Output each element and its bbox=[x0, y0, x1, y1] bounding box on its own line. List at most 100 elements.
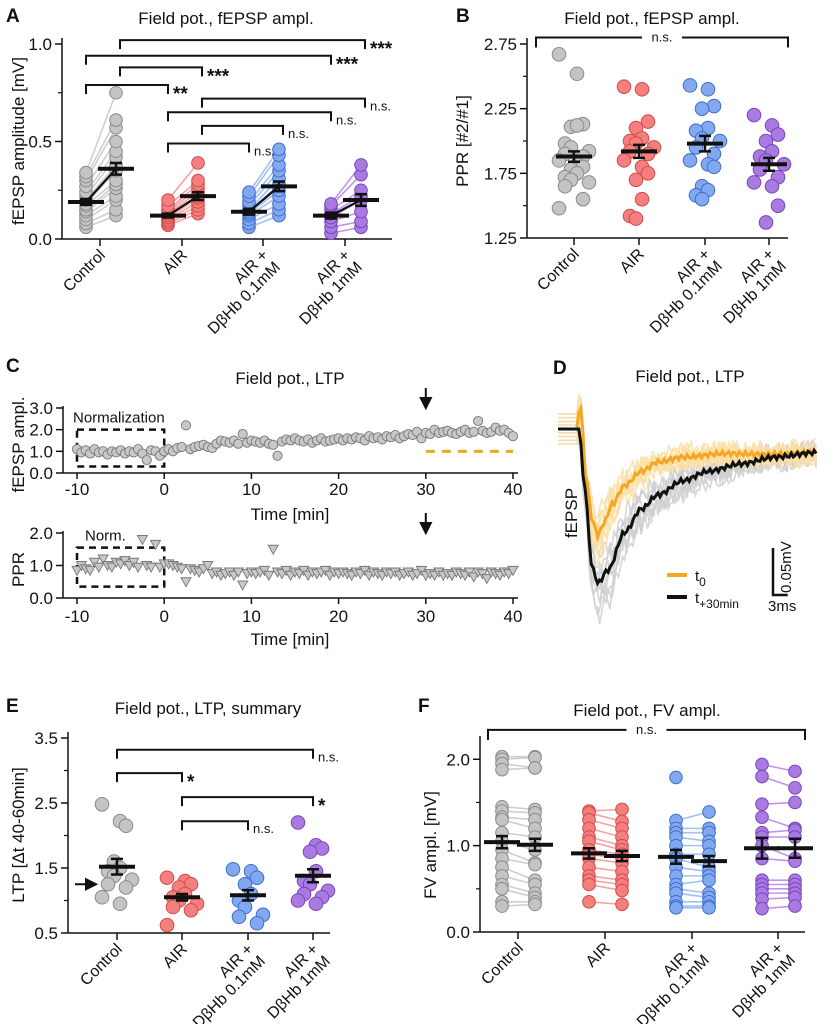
data-point bbox=[94, 889, 110, 905]
y-tick-label: 3.0 bbox=[29, 399, 53, 418]
data-point bbox=[225, 862, 241, 877]
legend-label-subscript: +30min bbox=[699, 597, 739, 611]
data-point-pre bbox=[669, 770, 683, 785]
data-point-pre bbox=[161, 193, 175, 207]
data-point-post bbox=[191, 156, 205, 170]
time-marker-arrow-icon bbox=[419, 388, 433, 411]
sem-error-bar bbox=[568, 150, 580, 163]
paired-line bbox=[85, 92, 117, 173]
data-point-post bbox=[109, 85, 123, 100]
significance-label: n.s. bbox=[370, 99, 391, 114]
data-point bbox=[118, 880, 134, 895]
panel-e-y-axis-label: LTP [Δt 40-60min] bbox=[9, 767, 28, 902]
significance-bracket bbox=[167, 111, 332, 122]
data-point-pre bbox=[582, 894, 596, 909]
time-point bbox=[473, 415, 484, 427]
data-point-pre bbox=[755, 757, 769, 772]
time-point bbox=[132, 562, 144, 574]
panel-d-title: Field pot., LTP bbox=[635, 367, 744, 386]
y-tick-label: 1.0 bbox=[446, 837, 470, 856]
category-label: Control bbox=[478, 940, 526, 988]
data-point-pre bbox=[242, 185, 256, 199]
y-tick-label: 0.0 bbox=[29, 589, 53, 608]
time-point bbox=[272, 450, 283, 461]
sem-error-bar bbox=[243, 207, 255, 216]
category-label-line: AIR bbox=[583, 940, 614, 971]
data-point-post bbox=[788, 780, 802, 795]
data-point bbox=[551, 47, 567, 62]
legend-label-main: t bbox=[695, 590, 700, 607]
legend-label-subscript: 0 bbox=[699, 575, 706, 589]
time-point bbox=[175, 564, 188, 575]
data-point bbox=[712, 133, 728, 149]
time-point bbox=[507, 431, 519, 442]
time-marker-arrow-icon bbox=[419, 513, 433, 536]
data-point bbox=[628, 211, 644, 226]
category-label-line: Control bbox=[60, 247, 108, 295]
x-axis-label: Time [min] bbox=[251, 505, 330, 524]
data-point bbox=[557, 178, 573, 194]
time-point bbox=[180, 420, 192, 431]
data-point-post bbox=[272, 142, 286, 157]
data-point bbox=[183, 902, 199, 918]
legend-label-main: t bbox=[695, 568, 700, 585]
y-axis-label: fEPSP ampl. bbox=[9, 396, 28, 492]
category-label: AIR +DβHb 0.1mM bbox=[635, 246, 726, 337]
data-point bbox=[551, 200, 567, 216]
data-point bbox=[640, 166, 656, 181]
panel-label-b: B bbox=[456, 6, 470, 27]
data-point bbox=[569, 66, 585, 82]
sem-error-bar bbox=[789, 837, 801, 859]
data-point bbox=[682, 153, 698, 168]
category-label-line: Control bbox=[478, 940, 526, 988]
data-point bbox=[770, 198, 786, 213]
sem-error-bar bbox=[703, 854, 715, 868]
y-tick-label: 1.0 bbox=[28, 35, 52, 54]
data-point bbox=[628, 172, 644, 188]
data-point-post bbox=[702, 873, 716, 887]
significance-bracket bbox=[201, 124, 284, 135]
y-tick-label: 0.5 bbox=[34, 924, 58, 943]
time-point bbox=[267, 544, 279, 556]
time-point bbox=[268, 439, 279, 450]
significance-label: *** bbox=[207, 66, 230, 87]
category-label: AIR +DβHb 0.1mM bbox=[178, 941, 269, 1024]
data-point-pre bbox=[324, 197, 338, 211]
significance-bracket bbox=[119, 39, 366, 50]
time-point bbox=[467, 572, 480, 583]
category-label-line: Control bbox=[77, 941, 125, 989]
category-label: AIR +DβHb 1mM bbox=[252, 941, 333, 1022]
data-point-pre bbox=[755, 769, 769, 784]
time-point bbox=[141, 454, 152, 466]
data-point-pre bbox=[79, 165, 93, 180]
data-point-post bbox=[788, 899, 802, 913]
sem-error-bar bbox=[496, 834, 508, 850]
data-point bbox=[706, 98, 722, 114]
significance-label: n.s. bbox=[288, 126, 309, 141]
data-point bbox=[249, 915, 265, 931]
data-point-post bbox=[788, 795, 802, 810]
time-point bbox=[93, 562, 105, 574]
data-point bbox=[569, 118, 585, 133]
data-point-post bbox=[615, 883, 629, 898]
data-point-post bbox=[354, 158, 368, 172]
data-point bbox=[581, 175, 597, 190]
time-point bbox=[481, 574, 493, 585]
normalization-label: Norm. bbox=[85, 528, 126, 545]
y-axis-label: fEPSP bbox=[562, 488, 581, 538]
data-point-post bbox=[615, 897, 629, 912]
x-tick-label: -10 bbox=[65, 480, 90, 499]
panel-c-title: Field pot., LTP bbox=[235, 369, 344, 388]
sem-error-bar bbox=[80, 197, 92, 207]
x-tick-label: 0 bbox=[159, 480, 168, 499]
panel-label-f: F bbox=[418, 696, 430, 717]
y-tick-label: 2.0 bbox=[29, 421, 53, 440]
data-point-pre bbox=[495, 812, 509, 827]
category-label-line: Control bbox=[534, 246, 582, 294]
time-point bbox=[202, 561, 214, 572]
data-point-post bbox=[702, 901, 716, 915]
y-tick-label: 1.75 bbox=[484, 164, 517, 183]
significance-bracket bbox=[116, 772, 183, 783]
significance-label: n.s. bbox=[336, 112, 357, 127]
